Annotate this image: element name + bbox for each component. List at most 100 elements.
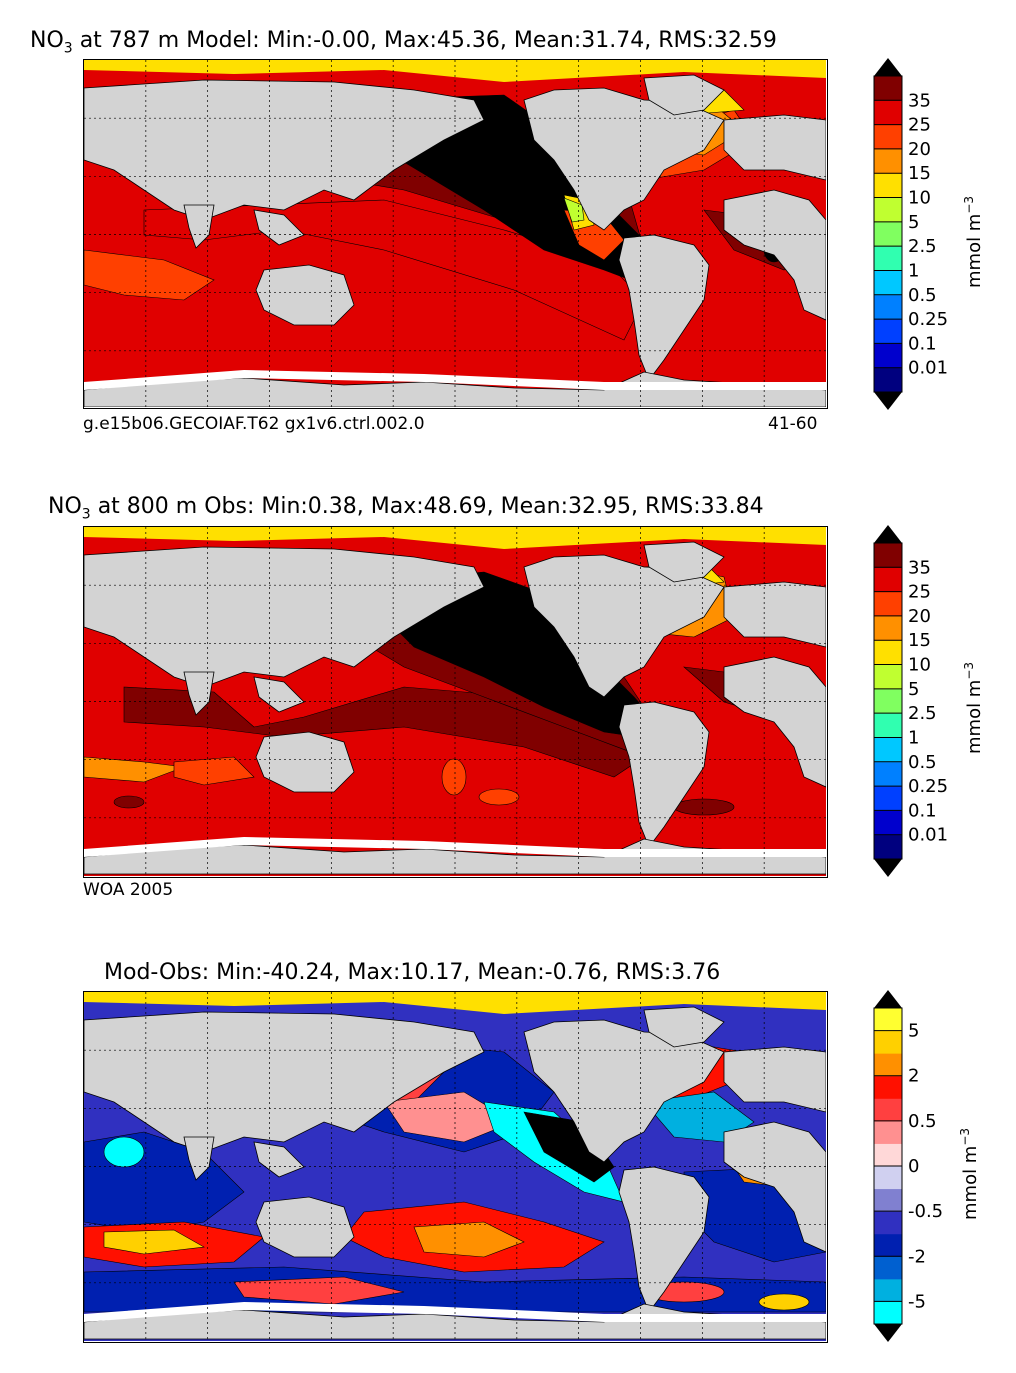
colorbar-3-swatch (874, 1098, 902, 1122)
map-3-contour (233, 1276, 405, 1305)
colorbar-3-swatch (874, 1120, 902, 1144)
colorbar-1-tick-label: 0.01 (908, 358, 948, 379)
colorbar-2-tick-label: 0.1 (908, 800, 937, 821)
map-3-contour (413, 1221, 525, 1258)
colorbar-2-swatch (874, 713, 902, 738)
colorbar-2-outline (873, 542, 903, 860)
map-3-land-africa (723, 1121, 826, 1253)
map-1-land-namerica (523, 87, 725, 231)
colorbar-1-swatch (874, 270, 902, 296)
colorbar-3-under-arrow (874, 1324, 902, 1342)
panel1-map (83, 59, 828, 409)
map-1-land-greenland (643, 74, 725, 116)
colorbar-1-tick-label: 2.5 (908, 236, 937, 257)
map-2-contour (173, 756, 255, 786)
colorbar-3-swatch (874, 1166, 902, 1190)
panel2-colorbar: 0.01 0.1 0.25 0.5 1 2.5 5 10 15 20 25 35 (873, 525, 948, 877)
colorbar-2-swatch (874, 567, 902, 593)
colorbar-1-tick-label: 0.5 (908, 285, 937, 306)
map-2-contour (113, 795, 145, 809)
colorbar-2-swatch (874, 615, 902, 641)
map-1-land-seasia (253, 209, 305, 246)
map-3-land-seasia (253, 1141, 305, 1178)
colorbar-3-swatch (874, 1301, 902, 1325)
colorbar-3-swatch (874, 1278, 902, 1302)
colorbar-2-tick-label: 10 (908, 655, 931, 676)
colorbar-2-swatch (874, 591, 902, 617)
panel3-title: Mod-Obs: Min:-40.24, Max:10.17, Mean:-0.… (104, 960, 721, 985)
colorbar-3-swatch (874, 1233, 902, 1257)
colorbar-1-over-arrow (874, 58, 902, 76)
map-1-contour (84, 249, 215, 301)
colorbar-3-swatch (874, 1030, 902, 1054)
colorbar-1-under-arrow (874, 392, 902, 410)
colorbar-1-tick-label: 25 (908, 115, 931, 136)
colorbar-3-tick-label: 5 (908, 1021, 919, 1042)
map-1-land-australia (255, 264, 355, 326)
map-3-contour (103, 1229, 205, 1255)
panel1-title: NO3 at 787 m Model: Min:-0.00, Max:45.36… (30, 28, 777, 57)
colorbar-2-tick-label: 0.01 (908, 825, 948, 846)
colorbar-1-tick-label: 35 (908, 90, 931, 111)
map-2-land-eurasia (84, 546, 485, 688)
colorbar-2-tick-label: 35 (908, 557, 931, 578)
colorbar-1-swatch (874, 124, 902, 150)
map-2-land-europe (723, 581, 826, 648)
panel3-colorbar: -5 -2 -0.5 0 0.5 2 5 (873, 990, 943, 1342)
colorbar-2-swatch (874, 737, 902, 763)
colorbar-1-swatch (874, 76, 902, 101)
map-2-land-india (183, 671, 215, 716)
colorbar-1-outline (873, 75, 903, 393)
map-3-land-eurasia (84, 1011, 485, 1153)
map-3-contour (758, 1293, 810, 1311)
colorbar-1-swatch (874, 100, 902, 126)
colorbar-3-swatch (874, 1256, 902, 1280)
colorbar-2-swatch (874, 640, 902, 666)
colorbar-1-tick-label: 0.25 (908, 309, 948, 330)
map-2-land-namerica (523, 554, 725, 698)
colorbar-1-swatch (874, 246, 902, 271)
colorbar-1-swatch (874, 173, 902, 199)
map-1-land-samerica (618, 234, 710, 381)
map-2-land-seasia (253, 676, 305, 713)
colorbar-3-tick-label: 0.5 (908, 1111, 937, 1132)
panel1-colorbar: 0.01 0.1 0.25 0.5 1 2.5 5 10 15 20 25 35 (873, 58, 948, 410)
map-3-land-namerica (523, 1019, 725, 1163)
colorbar-2-tick-label: 2.5 (908, 703, 937, 724)
colorbar-1-tick-label: 5 (908, 212, 919, 233)
colorbar-3-tick-label: 2 (908, 1066, 919, 1087)
map-1-land-india (183, 204, 215, 249)
colorbar-2-tick-label: 5 (908, 679, 919, 700)
map-2-land-africa (723, 656, 826, 788)
colorbar-3-swatch (874, 1075, 902, 1099)
map-2-contour (441, 758, 467, 796)
colorbar-2-over-arrow (874, 525, 902, 543)
map-2-contour (673, 798, 735, 816)
panel2-map (83, 526, 828, 878)
colorbar-3-swatch (874, 1008, 902, 1032)
map-3-contour (103, 1136, 145, 1168)
panel1-colorbar-unit: mmol m−3 (962, 195, 985, 288)
colorbar-2-tick-label: 0.25 (908, 776, 948, 797)
colorbar-1-tick-label: 20 (908, 139, 931, 160)
map-1-land-africa (723, 189, 826, 321)
colorbar-3-swatch (874, 1188, 902, 1212)
colorbar-2-tick-label: 15 (908, 630, 931, 651)
map-2-contour (478, 788, 520, 806)
colorbar-2-tick-label: 20 (908, 606, 931, 627)
panel3-colorbar-unit: mmol m−3 (958, 1127, 981, 1220)
colorbar-3-swatch (874, 1211, 902, 1235)
colorbar-2-tick-label: 25 (908, 582, 931, 603)
colorbar-1-swatch (874, 343, 902, 369)
map-3-land-samerica (618, 1166, 710, 1313)
map-2-land-australia (255, 731, 355, 793)
colorbar-1-swatch (874, 197, 902, 223)
colorbar-2-under-arrow (874, 859, 902, 877)
colorbar-2-swatch (874, 786, 902, 811)
colorbar-1-swatch (874, 294, 902, 320)
colorbar-1-swatch (874, 221, 902, 247)
colorbar-1-tick-label: 0.1 (908, 333, 937, 354)
colorbar-1-swatch (874, 148, 902, 174)
colorbar-1-tick-label: 10 (908, 188, 931, 209)
map-2-land-samerica (618, 701, 710, 848)
